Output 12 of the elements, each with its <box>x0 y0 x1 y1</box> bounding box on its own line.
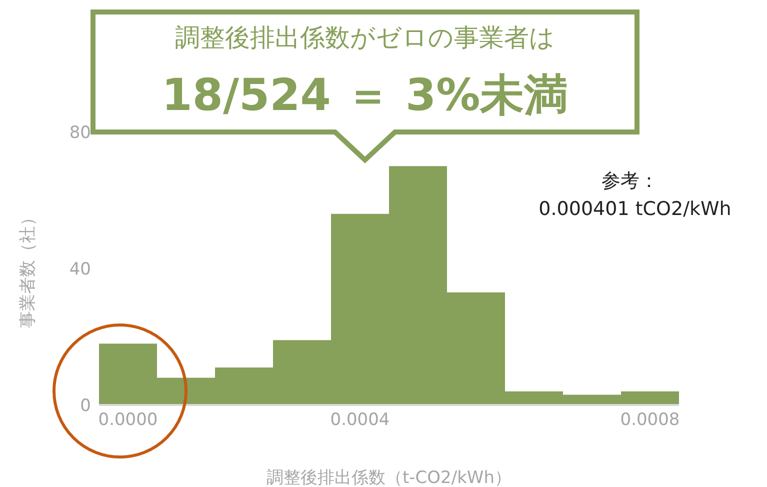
annotation: 0.000401 tCO2/kWh <box>538 198 732 220</box>
text: 調整後排出係数がゼロの事業者は <box>175 23 555 52</box>
annotation: 参考： <box>602 170 658 192</box>
x-tick-label: 0.0008 <box>620 410 680 430</box>
y-axis-title: 事業者数（社） <box>18 209 38 328</box>
x-tick-label: 0.0000 <box>98 410 158 430</box>
y-tick-label: 40 <box>69 260 91 280</box>
x-axis-title: 調整後排出係数（t-CO2/kWh） <box>266 468 512 487</box>
y-tick-label: 0 <box>80 396 91 416</box>
x-tick-label: 0.0004 <box>330 410 390 430</box>
y-tick-label: 80 <box>69 123 91 144</box>
text: 18/524 ＝ 3%未満 <box>162 70 568 121</box>
